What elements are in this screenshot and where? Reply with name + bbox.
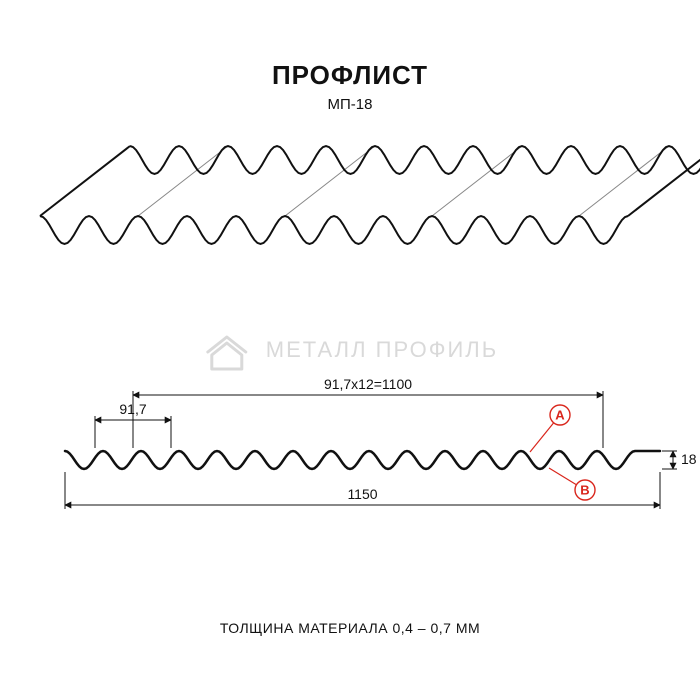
- footer-text: ТОЛЩИНА МАТЕРИАЛА 0,4 – 0,7 ММ: [0, 620, 700, 636]
- svg-text:B: B: [580, 483, 589, 498]
- svg-text:1150: 1150: [347, 486, 377, 502]
- page-title: ПРОФЛИСТ: [0, 60, 700, 91]
- page-subtitle: МП-18: [0, 96, 700, 113]
- svg-text:91,7: 91,7: [119, 401, 146, 417]
- page: ПРОФЛИСТ МП-18 МЕТАЛЛ ПРОФИЛЬ 91,7х12=11…: [0, 0, 700, 700]
- svg-text:91,7х12=1100: 91,7х12=1100: [324, 376, 412, 392]
- svg-text:A: A: [555, 408, 565, 423]
- svg-text:18: 18: [681, 451, 697, 467]
